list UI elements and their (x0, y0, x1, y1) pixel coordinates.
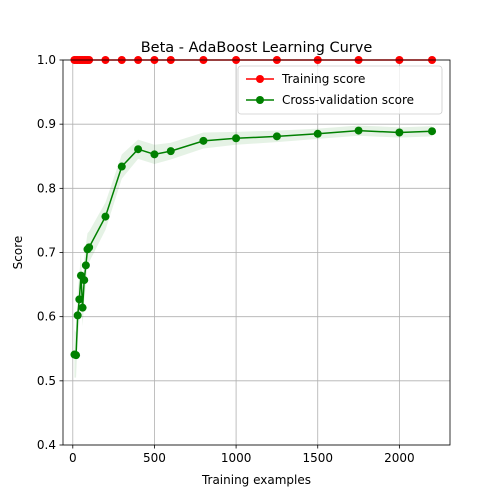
y-tick-label: 1.0 (37, 53, 56, 67)
x-axis-label: Training examples (201, 473, 311, 487)
cross-validation-score-point (150, 150, 159, 159)
legend: Training score Cross-validation score (237, 65, 443, 115)
x-tick-label: 500 (143, 451, 166, 465)
cross-validation-score-point (354, 126, 363, 135)
y-tick-label: 0.7 (37, 246, 56, 260)
cross-validation-score-point (73, 311, 82, 320)
grid-lines (63, 59, 450, 446)
cross-validation-score-point (72, 351, 81, 360)
cross-validation-score-point (80, 276, 89, 285)
x-tick-label: 1000 (221, 451, 252, 465)
cross-validation-score-point (117, 162, 126, 171)
x-tick-label: 0 (69, 451, 77, 465)
cross-validation-score-point (199, 136, 208, 145)
y-tick-label: 0.5 (37, 374, 56, 388)
cross-validation-score-point (232, 134, 241, 143)
y-axis-label: Score (11, 236, 25, 270)
y-tick-label: 0.4 (37, 438, 56, 452)
cross-validation-score-point (101, 212, 110, 221)
cross-validation-score-point (81, 261, 90, 270)
x-tick-label: 2000 (384, 451, 415, 465)
cross-validation-score-point (313, 129, 322, 138)
y-tick-label: 0.6 (37, 310, 56, 324)
cross-validation-score-point (166, 147, 175, 156)
legend-training-score-label: Training score (281, 72, 365, 86)
legend-cross-validation-score-marker (256, 96, 264, 104)
y-tick-label: 0.8 (37, 181, 56, 195)
legend-training-score-marker (256, 75, 264, 83)
y-tick-label: 0.9 (37, 117, 56, 131)
cross-validation-score-point (134, 145, 143, 154)
cross-validation-score-line (74, 129, 433, 357)
chart-title: Beta - AdaBoost Learning Curve (141, 40, 373, 56)
axis-ticks: 0 500 1000 1500 2000 0.4 0.5 0.6 0.7 0.8 0.9 1.0 (37, 53, 415, 465)
cross-validation-score-point (78, 303, 87, 312)
cross-validation-score-point (272, 132, 281, 141)
legend-box (237, 65, 443, 115)
cross-validation-score-point (75, 295, 84, 304)
legend-cross-validation-score-label: Cross-validation score (282, 93, 414, 107)
cross-validation-score-point (395, 128, 404, 137)
x-tick-label: 1500 (302, 451, 333, 465)
cross-validation-score-point (85, 243, 94, 252)
cross-validation-score-point (428, 127, 437, 136)
